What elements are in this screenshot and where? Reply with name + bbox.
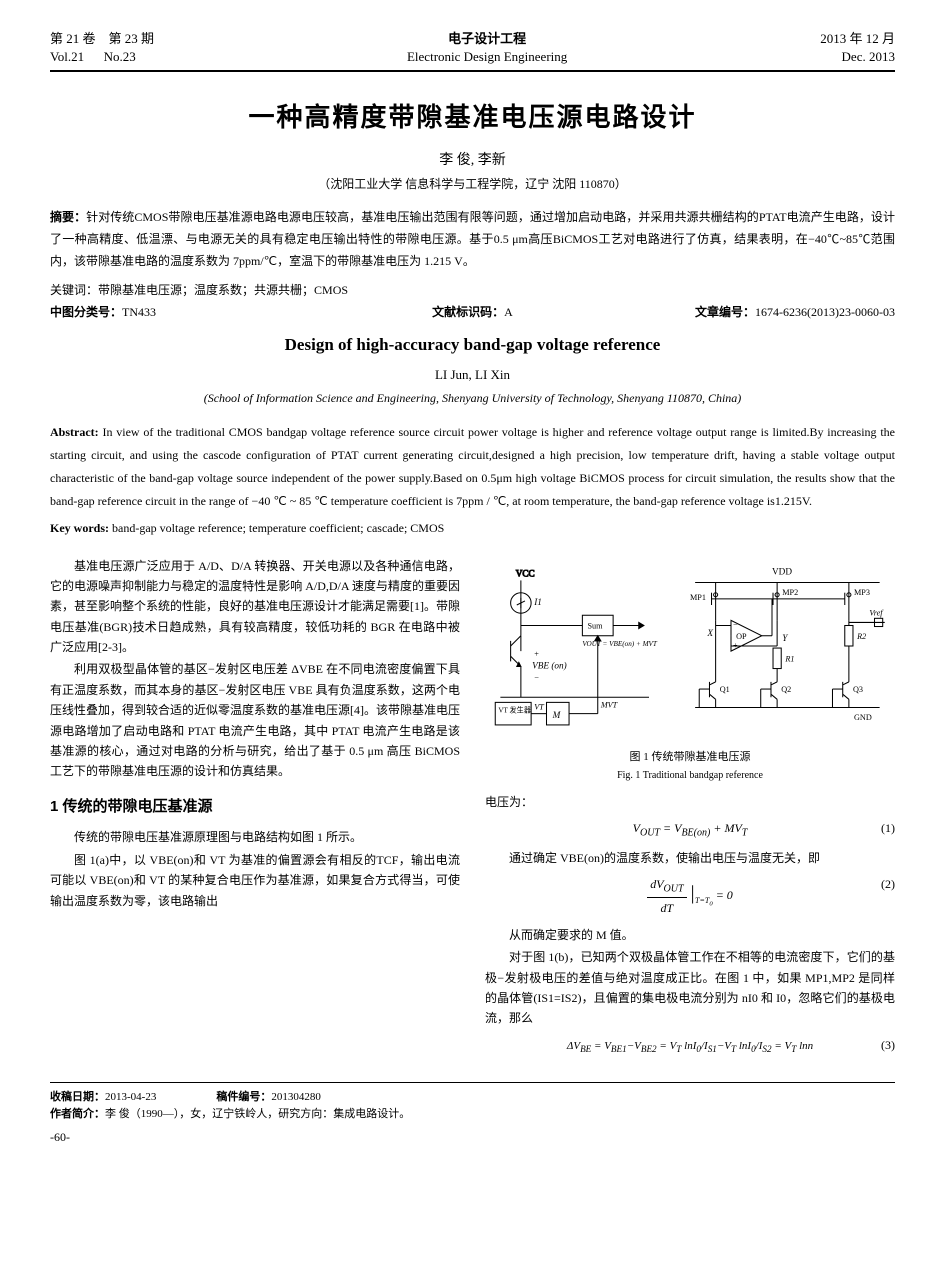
- eq2-body: dVOUT dT |T=T0 = 0: [647, 888, 733, 902]
- manuscript-label: 稿件编号：: [216, 1091, 271, 1103]
- journal-name-cn: 电子设计工程: [448, 31, 526, 46]
- para-8: 对于图 1(b)，已知两个双极晶体管工作在不相等的电流密度下，它们的基极−发射极…: [485, 947, 895, 1029]
- keywords-cn-label: 关键词：: [50, 283, 98, 297]
- class-num-label: 中图分类号：: [50, 305, 122, 319]
- abstract-cn: 摘要：针对传统CMOS带隙电压基准源电路电源电压较高，基准电压输出范围有限等问题…: [50, 207, 895, 272]
- para-4: 图 1(a)中，以 VBE(on)和 VT 为基准的偏置源会有相反的TCF，输出…: [50, 850, 460, 911]
- svg-text:VT 发生器: VT 发生器: [498, 705, 531, 714]
- svg-text:Y: Y: [782, 632, 788, 642]
- svg-text:Q1: Q1: [720, 685, 730, 694]
- figure-1-caption-cn: 图 1 传统带隙基准电压源: [485, 748, 895, 767]
- fig-lbl-i1: I1: [533, 597, 542, 607]
- svg-text:VDD: VDD: [772, 566, 792, 576]
- svg-text:M: M: [552, 709, 562, 719]
- doc-code-label: 文献标识码：: [432, 305, 504, 319]
- fig-lbl-vouteq: VOUT = VBE(on) + MVT: [582, 640, 658, 648]
- equation-1: VOUT = VBE(on) + MVT (1): [485, 818, 895, 841]
- fig-lbl-vbe: VBE (on): [532, 660, 567, 670]
- abstract-en-text: In view of the traditional CMOS bandgap …: [50, 425, 895, 507]
- svg-text:−: −: [733, 620, 738, 629]
- authors-cn: 李 俊, 李新: [50, 149, 895, 169]
- keywords-en-text: band-gap voltage reference; temperature …: [112, 521, 444, 535]
- figure-1-caption-en: Fig. 1 Traditional bandgap reference: [485, 767, 895, 784]
- svg-text:MP1: MP1: [690, 592, 706, 601]
- article-num-label: 文章编号：: [695, 305, 755, 319]
- figure-1-svg: VCC I1 + VBE (on: [485, 564, 895, 738]
- eq3-body: ΔVBE = VBE1−VBE2 = VT lnI0/IS1−VT lnI0/I…: [567, 1040, 813, 1052]
- svg-text:MVT: MVT: [600, 700, 619, 709]
- keywords-en-label: Key words:: [50, 521, 109, 535]
- received-label: 收稿日期：: [50, 1091, 105, 1103]
- svg-text:OP: OP: [736, 631, 747, 640]
- abstract-cn-text: 针对传统CMOS带隙电压基准源电路电源电压较高，基准电压输出范围有限等问题，通过…: [50, 210, 895, 267]
- figure-1: VCC I1 + VBE (on: [485, 564, 895, 784]
- keywords-cn-text: 带隙基准电压源；温度系数；共源共栅；CMOS: [98, 283, 348, 297]
- keywords-en: Key words: band-gap voltage reference; t…: [50, 521, 895, 536]
- eq1-num: (1): [881, 818, 895, 838]
- received-date: 2013-04-23: [105, 1091, 156, 1103]
- svg-text:VT: VT: [534, 702, 545, 711]
- column-left: 基准电压源广泛应用于 A/D、D/A 转换器、开关电源以及各种通信电路，它的电源…: [50, 556, 460, 1064]
- doc-code: A: [504, 305, 513, 319]
- date-en: Dec. 2013: [842, 49, 895, 64]
- classifiers: 中图分类号：TN433 文献标识码：A 文章编号：1674-6236(2013)…: [50, 302, 895, 324]
- equation-2: dVOUT dT |T=T0 = 0 (2): [485, 874, 895, 919]
- svg-text:X: X: [706, 627, 713, 637]
- volume-en: Vol.21: [50, 49, 84, 64]
- issue-cn: 第 23 期: [109, 31, 155, 46]
- svg-text:R1: R1: [784, 654, 794, 663]
- para-1: 基准电压源广泛应用于 A/D、D/A 转换器、开关电源以及各种通信电路，它的电源…: [50, 556, 460, 658]
- svg-text:R2: R2: [856, 631, 866, 640]
- body-columns: 基准电压源广泛应用于 A/D、D/A 转换器、开关电源以及各种通信电路，它的电源…: [50, 556, 895, 1064]
- para-6: 通过确定 VBE(on)的温度系数，使输出电压与温度无关，即: [485, 848, 895, 868]
- svg-text:MP3: MP3: [854, 587, 870, 596]
- class-num: TN433: [122, 305, 156, 319]
- svg-text:+: +: [534, 649, 539, 658]
- author-bio: 李 俊（1990—），女，辽宁铁岭人，研究方向：集成电路设计。: [105, 1108, 410, 1120]
- abstract-en-label: Abstract:: [50, 425, 99, 439]
- svg-text:Q2: Q2: [781, 685, 791, 694]
- affiliation-en: (School of Information Science and Engin…: [50, 391, 895, 406]
- title-en: Design of high-accuracy band-gap voltage…: [50, 335, 895, 355]
- page-header: 第 21 卷 第 23 期 Vol.21 No.23 电子设计工程 Electr…: [50, 30, 895, 72]
- para-5: 电压为：: [485, 792, 895, 812]
- para-7: 从而确定要求的 M 值。: [485, 925, 895, 945]
- authors-en: LI Jun, LI Xin: [50, 367, 895, 383]
- page-number: -60-: [50, 1128, 895, 1147]
- eq3-num: (3): [881, 1035, 895, 1055]
- journal-name-en: Electronic Design Engineering: [407, 49, 567, 64]
- equation-3: ΔVBE = VBE1−VBE2 = VT lnI0/IS1−VT lnI0/I…: [485, 1035, 895, 1058]
- header-center: 电子设计工程 Electronic Design Engineering: [407, 30, 567, 66]
- header-right: 2013 年 12 月 Dec. 2013: [820, 30, 895, 66]
- svg-text:MP2: MP2: [782, 587, 798, 596]
- section-1-heading: 1 传统的带隙电压基准源: [50, 794, 460, 820]
- column-right: VCC I1 + VBE (on: [485, 556, 895, 1064]
- para-2: 利用双极型晶体管的基区−发射区电压差 ΔVBE 在不同电流密度偏置下具有正温度系…: [50, 659, 460, 781]
- fig-lbl-sum: Sum: [588, 621, 604, 630]
- page-footer: 收稿日期：2013-04-23 稿件编号：201304280 作者简介：李 俊（…: [50, 1082, 895, 1147]
- author-bio-label: 作者简介：: [50, 1108, 105, 1120]
- svg-text:GND: GND: [854, 712, 872, 721]
- volume-cn: 第 21 卷: [50, 31, 96, 46]
- fig-lbl-vcc: VCC: [516, 568, 535, 578]
- svg-text:Q3: Q3: [853, 685, 863, 694]
- eq2-num: (2): [881, 874, 895, 894]
- keywords-cn: 关键词：带隙基准电压源；温度系数；共源共栅；CMOS: [50, 280, 895, 302]
- header-left: 第 21 卷 第 23 期 Vol.21 No.23: [50, 30, 154, 66]
- abstract-cn-label: 摘要：: [50, 210, 86, 224]
- para-3: 传统的带隙电压基准源原理图与电路结构如图 1 所示。: [50, 827, 460, 847]
- abstract-en: Abstract: In view of the traditional CMO…: [50, 421, 895, 512]
- svg-text:−: −: [534, 672, 539, 681]
- date-cn: 2013 年 12 月: [820, 31, 895, 46]
- eq1-body: VOUT = VBE(on) + MVT: [633, 821, 748, 835]
- svg-text:Vref: Vref: [869, 608, 884, 617]
- title-cn: 一种高精度带隙基准电压源电路设计: [50, 97, 895, 134]
- affiliation-cn: （沈阳工业大学 信息科学与工程学院，辽宁 沈阳 110870）: [50, 175, 895, 192]
- issue-en: No.23: [104, 49, 136, 64]
- manuscript-id: 201304280: [271, 1091, 321, 1103]
- article-num: 1674-6236(2013)23-0060-03: [755, 305, 895, 319]
